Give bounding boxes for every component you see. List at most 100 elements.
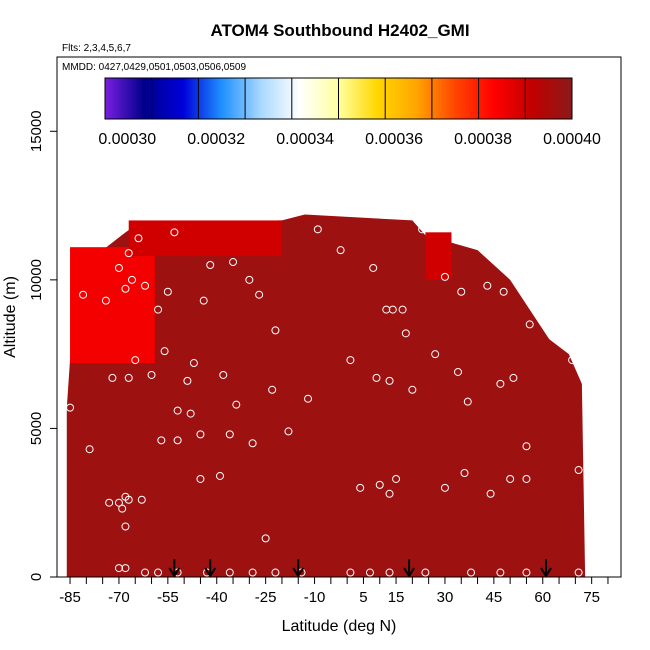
y-tick-label: 0	[28, 573, 45, 581]
colorbar-tick-label: 0.00040	[543, 131, 601, 148]
field-anomaly	[425, 232, 452, 280]
sample-point	[336, 246, 345, 255]
sample-point	[225, 568, 234, 577]
sample-point	[147, 370, 156, 379]
sample-point	[460, 469, 469, 477]
x-tick-label: 45	[486, 589, 503, 606]
x-tick-label: -55	[157, 589, 179, 606]
sample-point	[369, 263, 378, 272]
sample-point	[206, 261, 215, 269]
sample-point	[229, 258, 238, 267]
x-axis-label: Latitude (deg N)	[282, 618, 397, 635]
arrow-marker	[540, 559, 552, 578]
sample-point	[365, 568, 374, 577]
sample-point	[271, 326, 280, 335]
x-tick-label: 5	[359, 589, 367, 606]
sample-point	[574, 466, 583, 475]
sample-point	[131, 356, 140, 365]
sample-point	[385, 489, 394, 498]
sample-point	[105, 498, 114, 507]
x-tick-label: -25	[255, 589, 277, 606]
sample-point	[440, 272, 449, 281]
sample-point	[346, 568, 355, 577]
data-field	[66, 214, 586, 577]
arrow-marker	[168, 559, 181, 578]
sample-point	[79, 290, 88, 299]
sample-point	[124, 249, 133, 258]
sample-point	[453, 367, 462, 376]
sample-point	[499, 287, 508, 296]
sample-point	[346, 356, 355, 365]
sample-point	[248, 568, 257, 577]
field-envelope	[66, 214, 586, 577]
sample-point	[173, 436, 182, 445]
sample-point	[124, 373, 133, 382]
x-tick-label: -40	[206, 589, 228, 606]
sample-point	[183, 376, 192, 385]
sample-point	[141, 568, 150, 577]
y-tick-label: 5000	[28, 412, 45, 445]
x-tick-label: 60	[534, 589, 551, 606]
sample-point	[154, 568, 163, 577]
sample-point	[121, 564, 130, 573]
sample-point	[284, 427, 293, 436]
sample-point	[509, 373, 518, 382]
sample-point	[304, 394, 313, 403]
sample-point	[261, 534, 270, 543]
x-tick-label: -70	[108, 589, 130, 606]
sample-point	[522, 568, 531, 577]
sample-point	[85, 445, 94, 454]
flights-note: Flts: 2,3,4,5,6,7	[62, 43, 131, 54]
sample-point	[127, 275, 136, 284]
sample-point	[196, 430, 205, 439]
sample-point	[457, 287, 466, 296]
sample-point	[568, 356, 577, 365]
arrow-markers	[168, 559, 552, 578]
chart-title: ATOM4 Southbound H2402_GMI	[210, 21, 469, 40]
sample-point	[245, 275, 254, 284]
plot-area	[56, 56, 622, 578]
sample-point	[189, 359, 198, 368]
sample-point	[506, 474, 515, 483]
sample-point	[219, 370, 228, 379]
sample-point	[118, 504, 127, 513]
sample-point	[408, 385, 417, 394]
sample-point	[574, 568, 583, 577]
sample-point	[121, 522, 130, 531]
colorbar-ticks: 0.00030 0.00032 0.00034 0.00036 0.00038 0.000…	[98, 78, 601, 148]
field-anomaly	[70, 247, 155, 364]
x-tick-label: 75	[583, 589, 600, 606]
sample-point	[440, 483, 449, 492]
sample-point	[467, 568, 476, 577]
sample-point	[225, 430, 234, 439]
sample-point	[248, 439, 257, 448]
sample-point	[486, 489, 495, 498]
sample-point	[522, 474, 531, 483]
arrow-marker	[403, 559, 415, 578]
sample-point	[121, 492, 130, 501]
colorbar-tick-label: 0.00030	[98, 131, 156, 148]
sample-point	[216, 471, 225, 480]
sample-point	[375, 480, 384, 489]
y-tick-label: 15000	[28, 110, 45, 152]
sample-point	[372, 373, 381, 382]
sample-point	[108, 373, 117, 382]
sample-point	[418, 225, 427, 234]
sample-point	[160, 347, 169, 356]
sample-point	[483, 281, 492, 290]
sample-point	[199, 296, 208, 305]
plot-frame	[56, 56, 622, 578]
field-anomaly	[128, 220, 282, 257]
sample-points	[66, 225, 583, 577]
sample-point	[525, 320, 534, 329]
arrow-marker	[204, 559, 217, 578]
colorbar-tick-label: 0.00032	[187, 131, 245, 148]
sample-point	[121, 284, 130, 293]
sample-point	[522, 442, 531, 451]
sample-point	[101, 296, 110, 305]
sample-point	[137, 495, 146, 504]
sample-point	[401, 329, 410, 338]
colorbar-tick-label: 0.00036	[365, 131, 423, 148]
x-tick-label: 30	[437, 589, 454, 606]
